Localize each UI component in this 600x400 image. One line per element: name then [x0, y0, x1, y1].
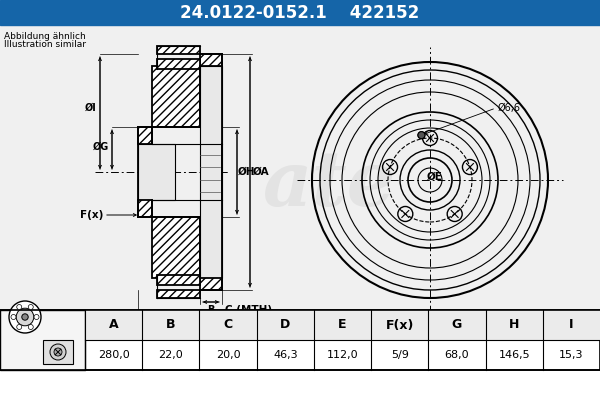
- Text: 22,0: 22,0: [158, 350, 183, 360]
- Text: B: B: [166, 318, 176, 332]
- Text: 280,0: 280,0: [98, 350, 130, 360]
- Circle shape: [50, 344, 66, 360]
- Bar: [0, 310, 85, 370]
- Text: C: C: [223, 318, 233, 332]
- Circle shape: [28, 324, 33, 330]
- Text: ØI: ØI: [85, 103, 97, 113]
- Text: 68,0: 68,0: [445, 350, 469, 360]
- Text: Illustration similar: Illustration similar: [4, 40, 86, 49]
- Text: C (MTH): C (MTH): [225, 305, 272, 315]
- Text: Abbildung ähnlich: Abbildung ähnlich: [4, 32, 86, 41]
- Bar: [0, 25, 600, 310]
- Text: 46,3: 46,3: [273, 350, 298, 360]
- Text: ØH: ØH: [238, 167, 256, 177]
- Circle shape: [28, 304, 33, 310]
- Text: F(x): F(x): [80, 210, 103, 220]
- Text: D: D: [280, 318, 290, 332]
- Bar: [0, 310, 600, 370]
- Circle shape: [22, 314, 28, 320]
- Text: F(x): F(x): [386, 318, 414, 332]
- Text: H: H: [509, 318, 520, 332]
- Circle shape: [34, 314, 39, 320]
- Circle shape: [418, 132, 425, 139]
- Text: 5/9: 5/9: [391, 350, 409, 360]
- Text: ØG: ØG: [93, 142, 109, 152]
- Bar: [152, 66, 200, 127]
- Bar: [138, 200, 152, 217]
- Bar: [200, 278, 222, 290]
- Bar: [200, 66, 222, 278]
- Text: 112,0: 112,0: [326, 350, 358, 360]
- Text: Ø6,6: Ø6,6: [498, 103, 521, 113]
- Bar: [157, 46, 200, 54]
- Bar: [138, 127, 152, 144]
- Text: A: A: [109, 318, 118, 332]
- Circle shape: [11, 314, 16, 320]
- Bar: [0, 0, 600, 25]
- Bar: [157, 290, 200, 298]
- Bar: [85, 310, 600, 340]
- Circle shape: [16, 308, 34, 326]
- Circle shape: [9, 301, 41, 333]
- Bar: [138, 144, 175, 200]
- Bar: [157, 275, 200, 285]
- Text: ØA: ØA: [253, 167, 269, 177]
- Bar: [152, 217, 200, 278]
- Text: I: I: [569, 318, 574, 332]
- Text: G: G: [452, 318, 462, 332]
- Text: 146,5: 146,5: [499, 350, 530, 360]
- Circle shape: [17, 324, 22, 330]
- Circle shape: [17, 304, 22, 310]
- Text: ØE: ØE: [427, 172, 443, 182]
- Circle shape: [54, 348, 62, 356]
- Bar: [200, 54, 222, 66]
- Text: 24.0122-0152.1    422152: 24.0122-0152.1 422152: [181, 4, 419, 22]
- Text: 20,0: 20,0: [216, 350, 241, 360]
- Text: 15,3: 15,3: [559, 350, 584, 360]
- Text: D: D: [176, 315, 184, 325]
- Text: B: B: [208, 305, 215, 315]
- Text: ate: ate: [263, 148, 397, 222]
- Text: E: E: [338, 318, 347, 332]
- Bar: [43, 340, 73, 364]
- Bar: [157, 59, 200, 69]
